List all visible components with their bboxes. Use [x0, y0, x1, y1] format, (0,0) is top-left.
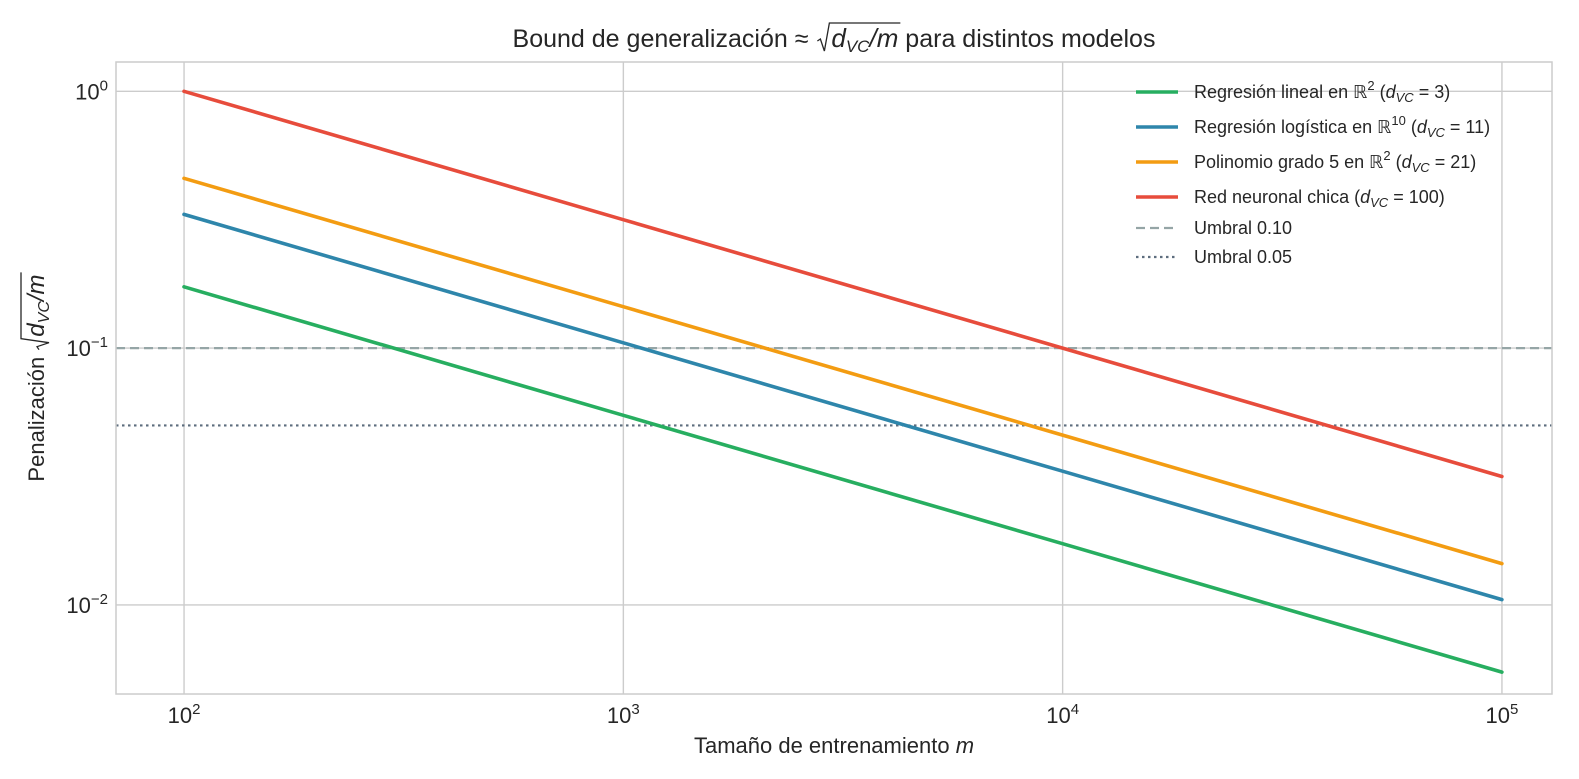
legend-label: Regresión lineal en ℝ2 (dVC = 3) — [1194, 78, 1450, 105]
chart-title: Bound de generalización ≈ dVC/m para dis… — [513, 23, 1156, 56]
y-axis-label-sqrt-sign — [20, 272, 50, 351]
series-lines — [182, 89, 1504, 674]
series-line — [182, 212, 1504, 602]
legend: Regresión lineal en ℝ2 (dVC = 3) Regresió… — [1136, 78, 1490, 267]
y-axis-label-group: Penalización dVC/m — [20, 272, 53, 482]
y-tick-labels: 100 10−1 10−2 — [66, 77, 108, 618]
series-line — [182, 284, 1504, 674]
title-sqrt-sign — [817, 22, 901, 52]
y-tick-label: 10−2 — [66, 591, 108, 618]
x-tick-label: 103 — [607, 701, 640, 728]
y-tick-label: 100 — [75, 77, 108, 104]
legend-label: Regresión logística en ℝ10 (dVC = 11) — [1194, 113, 1490, 140]
plot-frame — [115, 61, 1553, 695]
threshold-lines — [116, 346, 1552, 427]
x-axis-label: Tamaño de entrenamiento m — [694, 733, 974, 758]
x-tick-labels: 102 103 104 105 — [168, 701, 1519, 728]
x-tick-label: 102 — [168, 701, 201, 728]
plot-area — [116, 62, 1552, 694]
x-tick-label: 104 — [1046, 701, 1079, 728]
legend-label: Umbral 0.05 — [1194, 247, 1292, 267]
series-line — [182, 176, 1504, 566]
x-tick-label: 105 — [1486, 701, 1519, 728]
y-axis-label: Penalización dVC/m — [23, 274, 53, 481]
series-line — [182, 89, 1504, 479]
legend-label: Umbral 0.10 — [1194, 218, 1292, 238]
y-tick-label: 10−1 — [66, 334, 108, 361]
legend-label: Polinomio grado 5 en ℝ2 (dVC = 21) — [1194, 148, 1476, 175]
legend-label: Red neuronal chica (dVC = 100) — [1194, 187, 1445, 210]
